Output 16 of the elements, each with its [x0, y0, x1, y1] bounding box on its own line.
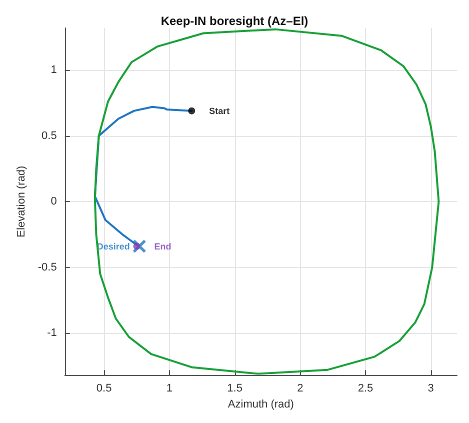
x-tick-label: 0.5 [96, 382, 112, 395]
chart-title: Keep-IN boresight (Az–El) [160, 14, 308, 28]
y-tick-label: -1 [47, 327, 57, 340]
x-tick-label: 1 [166, 382, 172, 395]
y-axis-title: Elevation (rad) [16, 166, 28, 238]
x-axis-title: Azimuth (rad) [228, 398, 294, 410]
y-tick-label: 0 [50, 196, 57, 208]
y-tick-label: -0.5 [38, 261, 57, 274]
y-tick-label: 0.5 [42, 130, 57, 142]
y-tick-label: 1 [50, 64, 57, 76]
x-tick-label: 2 [297, 382, 304, 395]
x-tick-label: 1.5 [227, 382, 242, 395]
x-tick-label: 2.5 [358, 382, 374, 395]
series-label: Start [209, 106, 230, 116]
series-label: End [154, 241, 172, 252]
x-tick-label: 3 [428, 382, 434, 395]
